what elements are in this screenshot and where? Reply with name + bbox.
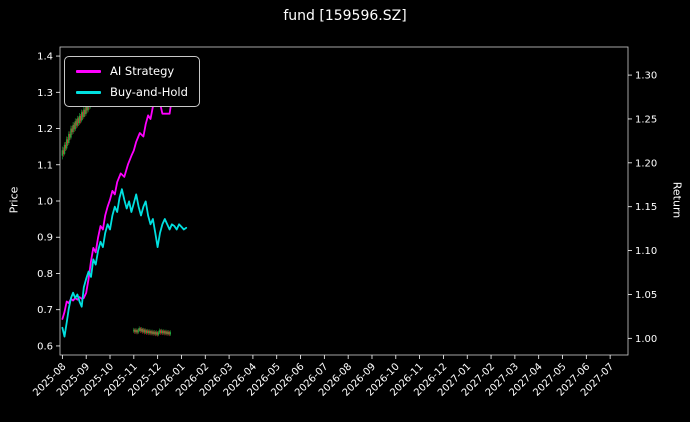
legend: AI Strategy Buy-and-Hold	[64, 56, 200, 107]
buy-and-hold-line-swatch	[76, 90, 101, 94]
svg-text:1.4: 1.4	[37, 52, 53, 63]
svg-text:0.9: 0.9	[37, 233, 53, 244]
svg-text:1.1: 1.1	[37, 160, 53, 171]
svg-text:1.0: 1.0	[37, 197, 53, 208]
legend-label: AI Strategy	[110, 64, 175, 78]
svg-text:0.6: 0.6	[37, 341, 53, 352]
svg-text:1.10: 1.10	[635, 246, 657, 257]
svg-text:1.2: 1.2	[37, 124, 53, 135]
legend-entry-ai-strategy: AI Strategy	[76, 64, 188, 78]
legend-label: Buy-and-Hold	[110, 85, 188, 99]
svg-text:1.05: 1.05	[635, 290, 657, 301]
svg-text:1.20: 1.20	[635, 158, 657, 169]
right-axis-label: Return	[670, 181, 684, 219]
svg-text:1.30: 1.30	[635, 71, 657, 82]
svg-text:1.3: 1.3	[37, 88, 53, 99]
legend-entry-buy-and-hold: Buy-and-Hold	[76, 85, 188, 99]
svg-text:1.25: 1.25	[635, 114, 657, 125]
left-axis-label: Price	[7, 186, 21, 214]
svg-text:0.7: 0.7	[37, 305, 53, 316]
svg-text:1.00: 1.00	[635, 334, 657, 345]
ai-strategy-line-swatch	[76, 69, 101, 73]
chart-title: fund [159596.SZ]	[283, 8, 407, 24]
svg-text:0.8: 0.8	[37, 269, 53, 280]
svg-text:1.15: 1.15	[635, 202, 657, 213]
